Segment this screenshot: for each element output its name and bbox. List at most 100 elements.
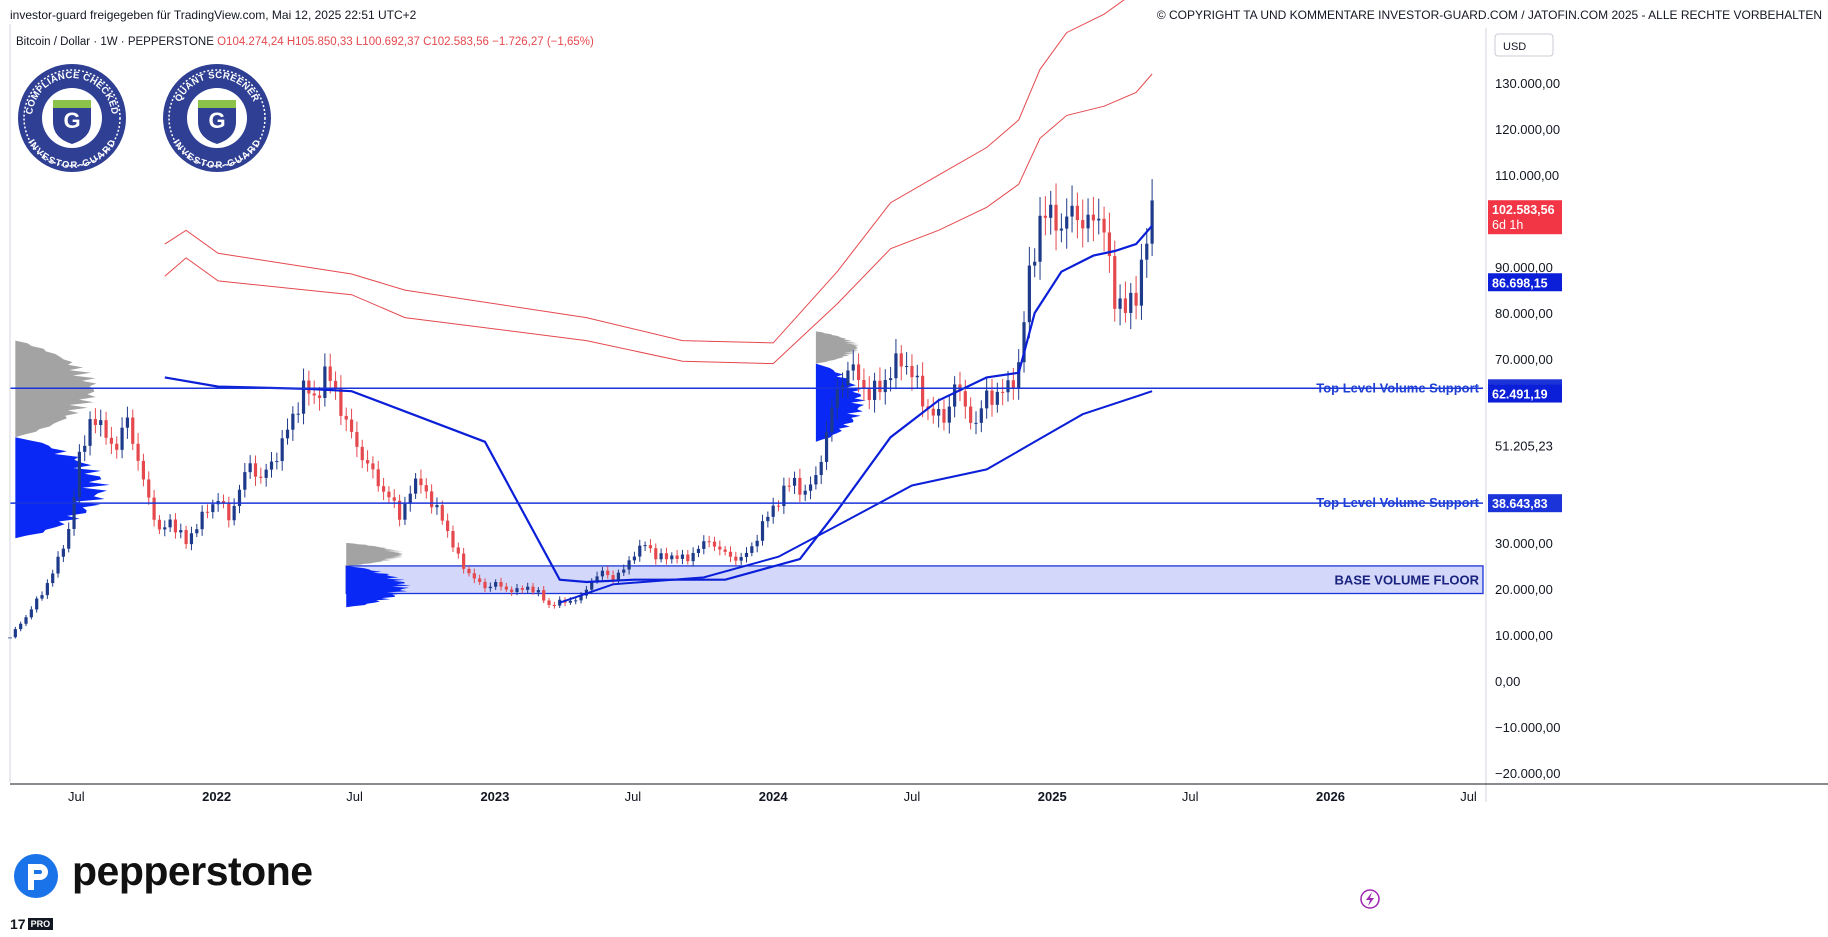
shield-top-icon <box>53 100 91 108</box>
candle <box>819 455 823 485</box>
candle-body <box>835 389 839 408</box>
candle-body <box>451 531 455 548</box>
x-tick-label: 2023 <box>480 789 509 804</box>
candle-body <box>510 589 514 592</box>
candle <box>734 551 738 566</box>
candle-body <box>969 406 973 423</box>
price-badge <box>1488 273 1562 292</box>
candle-body <box>819 461 823 476</box>
candle-body <box>408 493 412 504</box>
candle-body <box>520 588 524 590</box>
candle <box>248 455 252 479</box>
candle-body <box>397 500 402 520</box>
candle-body <box>1139 259 1144 306</box>
candle-body <box>974 422 978 424</box>
candle <box>115 436 119 459</box>
candle <box>1054 183 1058 251</box>
candle-body <box>606 570 610 576</box>
candle-body <box>696 548 701 554</box>
candle-body <box>456 547 460 554</box>
seal-letter: G <box>208 108 225 133</box>
currency-box <box>1494 33 1554 57</box>
candle-body <box>985 390 989 409</box>
candle <box>446 513 450 538</box>
upper-band-line <box>164 0 1125 344</box>
candle-body <box>35 598 39 610</box>
candle-body <box>312 393 316 396</box>
candle <box>430 484 434 514</box>
candle-body <box>200 511 204 530</box>
candle-body <box>867 388 871 400</box>
candle-body <box>173 519 178 533</box>
candle-body <box>269 461 274 470</box>
candle <box>93 408 97 434</box>
candle <box>67 522 71 553</box>
candle <box>184 525 188 549</box>
x-tick-label: Jul <box>904 789 921 804</box>
candle-body <box>953 384 957 407</box>
candle <box>157 515 162 535</box>
candle-body <box>712 541 717 547</box>
candle-body <box>979 408 983 423</box>
candle-body <box>109 437 114 444</box>
seal-ring <box>23 69 121 167</box>
candle <box>1006 370 1010 402</box>
candle <box>205 504 210 519</box>
candle-body <box>921 375 925 407</box>
candle-body <box>483 581 487 589</box>
candle-body <box>430 491 434 508</box>
candle-body <box>414 478 418 494</box>
candle-body <box>1097 218 1101 221</box>
candle <box>301 368 306 425</box>
candle-body <box>883 380 887 393</box>
candle-body <box>403 503 407 520</box>
candle <box>1043 196 1047 236</box>
candle-body <box>851 364 855 371</box>
candle-body <box>872 380 877 400</box>
candle <box>397 494 402 527</box>
candle-body <box>798 477 802 495</box>
candle <box>760 514 765 546</box>
candle <box>1118 284 1122 326</box>
candle <box>606 566 610 579</box>
candle <box>19 621 23 632</box>
candle <box>1075 192 1079 239</box>
candle-body <box>723 549 727 552</box>
candle <box>808 476 813 500</box>
candle-body <box>648 545 653 549</box>
candle-body <box>360 446 364 461</box>
candle-body <box>323 366 327 398</box>
header-bar: investor-guard freigegeben für TradingVi… <box>0 0 1828 28</box>
copyright-text: © COPYRIGHT TA UND KOMMENTARE INVESTOR-G… <box>1156 8 1822 22</box>
candle <box>1097 198 1101 235</box>
candle <box>323 353 327 407</box>
candle-body <box>1081 220 1085 229</box>
y-tick-label: 70.000,00 <box>1495 352 1553 367</box>
candle <box>958 371 962 402</box>
candle-body <box>189 533 194 545</box>
candle-body <box>1059 228 1063 231</box>
candles <box>8 179 1154 641</box>
candle <box>536 587 540 597</box>
y-tick-label: 10.000,00 <box>1495 628 1553 643</box>
candle <box>915 364 919 388</box>
candle-body <box>61 548 65 557</box>
currency-label: USD <box>1503 41 1526 53</box>
candle-body <box>931 408 935 416</box>
candle-body <box>776 505 781 507</box>
candle <box>632 551 637 564</box>
candle <box>195 523 199 538</box>
candle <box>1022 311 1026 373</box>
symbol-legend: Bitcoin / Dollar · 1W · PEPPERSTONE O104… <box>16 36 594 48</box>
candle-body <box>942 409 946 423</box>
candle <box>152 489 156 527</box>
candle-body <box>147 479 151 498</box>
lightning-icon <box>1366 892 1374 906</box>
candle-body <box>232 506 236 521</box>
candle <box>995 382 999 413</box>
y-tick-label: −20.000,00 <box>1495 766 1560 781</box>
candle <box>1091 196 1096 242</box>
candle-body <box>787 485 791 487</box>
